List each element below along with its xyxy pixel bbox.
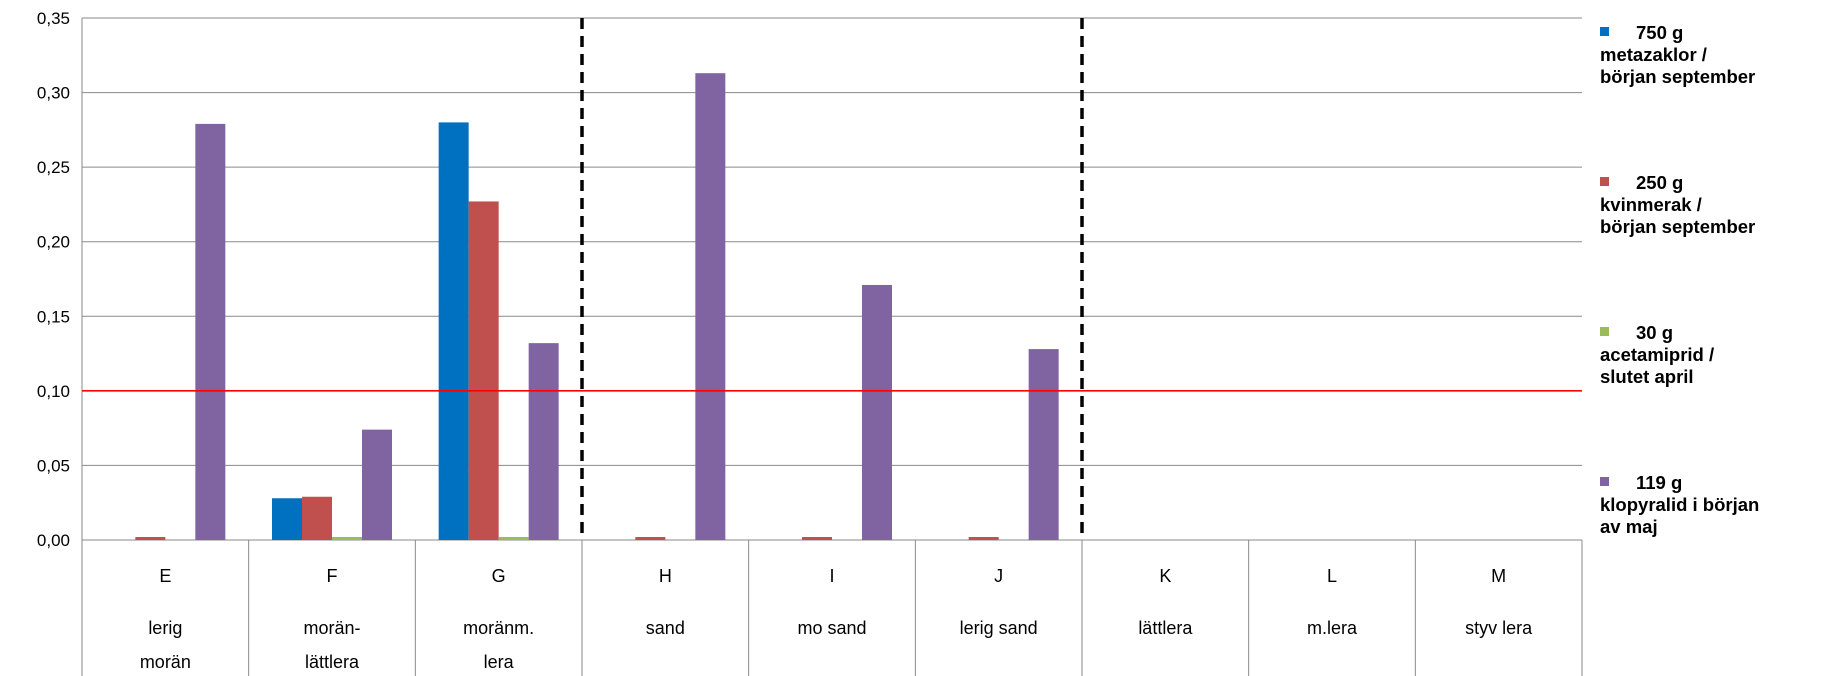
bar-H-4 — [695, 73, 726, 540]
bar-F-2 — [302, 496, 332, 540]
legend-label: början september — [1600, 66, 1756, 87]
legend-swatch — [1600, 177, 1609, 186]
bar-F-4 — [362, 429, 392, 540]
legend-item: 30 g acetamiprid / slutet april — [1600, 322, 1829, 388]
soil-label: mo sand — [797, 618, 866, 638]
bar-I-2 — [802, 537, 832, 540]
soil-label: lerig sand — [960, 618, 1038, 638]
legend-swatch — [1600, 27, 1609, 36]
legend-label: 250 g — [1636, 172, 1684, 193]
y-tick-label: 0,05 — [37, 456, 70, 475]
soil-label: lättlera — [1138, 618, 1193, 638]
legend-item: 750 g metazaklor / början september — [1600, 22, 1829, 88]
y-tick-label: 0,30 — [37, 84, 70, 103]
legend-item: 250 g kvinmerak / början september — [1600, 172, 1829, 238]
y-tick-label: 0,15 — [37, 307, 70, 326]
bar-H-2 — [635, 537, 666, 540]
soil-label: morän- — [303, 618, 360, 638]
category-label: I — [829, 566, 834, 586]
y-tick-label: 0,25 — [37, 158, 70, 177]
soil-label: lerig — [148, 618, 182, 638]
legend-label: början september — [1600, 216, 1756, 237]
bar-E-2 — [135, 537, 166, 540]
soil-label: lera — [484, 652, 515, 672]
soil-label: lättlera — [305, 652, 360, 672]
legend-label: av maj — [1600, 516, 1658, 537]
soil-label: m.lera — [1307, 618, 1358, 638]
legend-label: 750 g — [1636, 22, 1684, 43]
legend-label: slutet april — [1600, 366, 1694, 387]
legend-swatch — [1600, 327, 1609, 336]
soil-label: moränm. — [463, 618, 534, 638]
category-label: E — [159, 566, 171, 586]
bar-I-4 — [862, 284, 892, 540]
bar-G-4 — [528, 343, 559, 540]
legend-swatch — [1600, 477, 1609, 486]
y-tick-label: 0,10 — [37, 382, 70, 401]
bar-F-1 — [272, 498, 302, 540]
bar-F-3 — [332, 537, 362, 540]
category-label: K — [1159, 566, 1171, 586]
legend-label: 119 g — [1636, 472, 1683, 493]
bar-J-4 — [1028, 349, 1059, 540]
soil-label: morän — [140, 652, 191, 672]
bar-G-1 — [438, 122, 469, 541]
y-tick-label: 0,20 — [37, 233, 70, 252]
category-label: G — [492, 566, 506, 586]
category-label: H — [659, 566, 672, 586]
bar-G-2 — [468, 201, 499, 540]
legend-label: acetamiprid / — [1600, 344, 1715, 365]
soil-label: styv lera — [1465, 618, 1533, 638]
legend-label: metazaklor / — [1600, 44, 1707, 65]
category-label: J — [994, 566, 1003, 586]
legend-label: 30 g — [1636, 322, 1674, 343]
category-label: F — [327, 566, 338, 586]
bar-J-2 — [968, 537, 999, 540]
bar-E-4 — [195, 123, 226, 541]
legend-item: 119 g klopyralid i början av maj — [1600, 472, 1829, 538]
y-tick-label: 0,35 — [37, 9, 70, 28]
legend-label: kvinmerak / — [1600, 194, 1702, 215]
soil-label: sand — [646, 618, 685, 638]
legend-label: klopyralid i början — [1600, 494, 1760, 515]
y-tick-label: 0,00 — [37, 531, 70, 550]
category-label: M — [1491, 566, 1506, 586]
bar-G-3 — [498, 537, 529, 540]
category-label: L — [1327, 566, 1337, 586]
